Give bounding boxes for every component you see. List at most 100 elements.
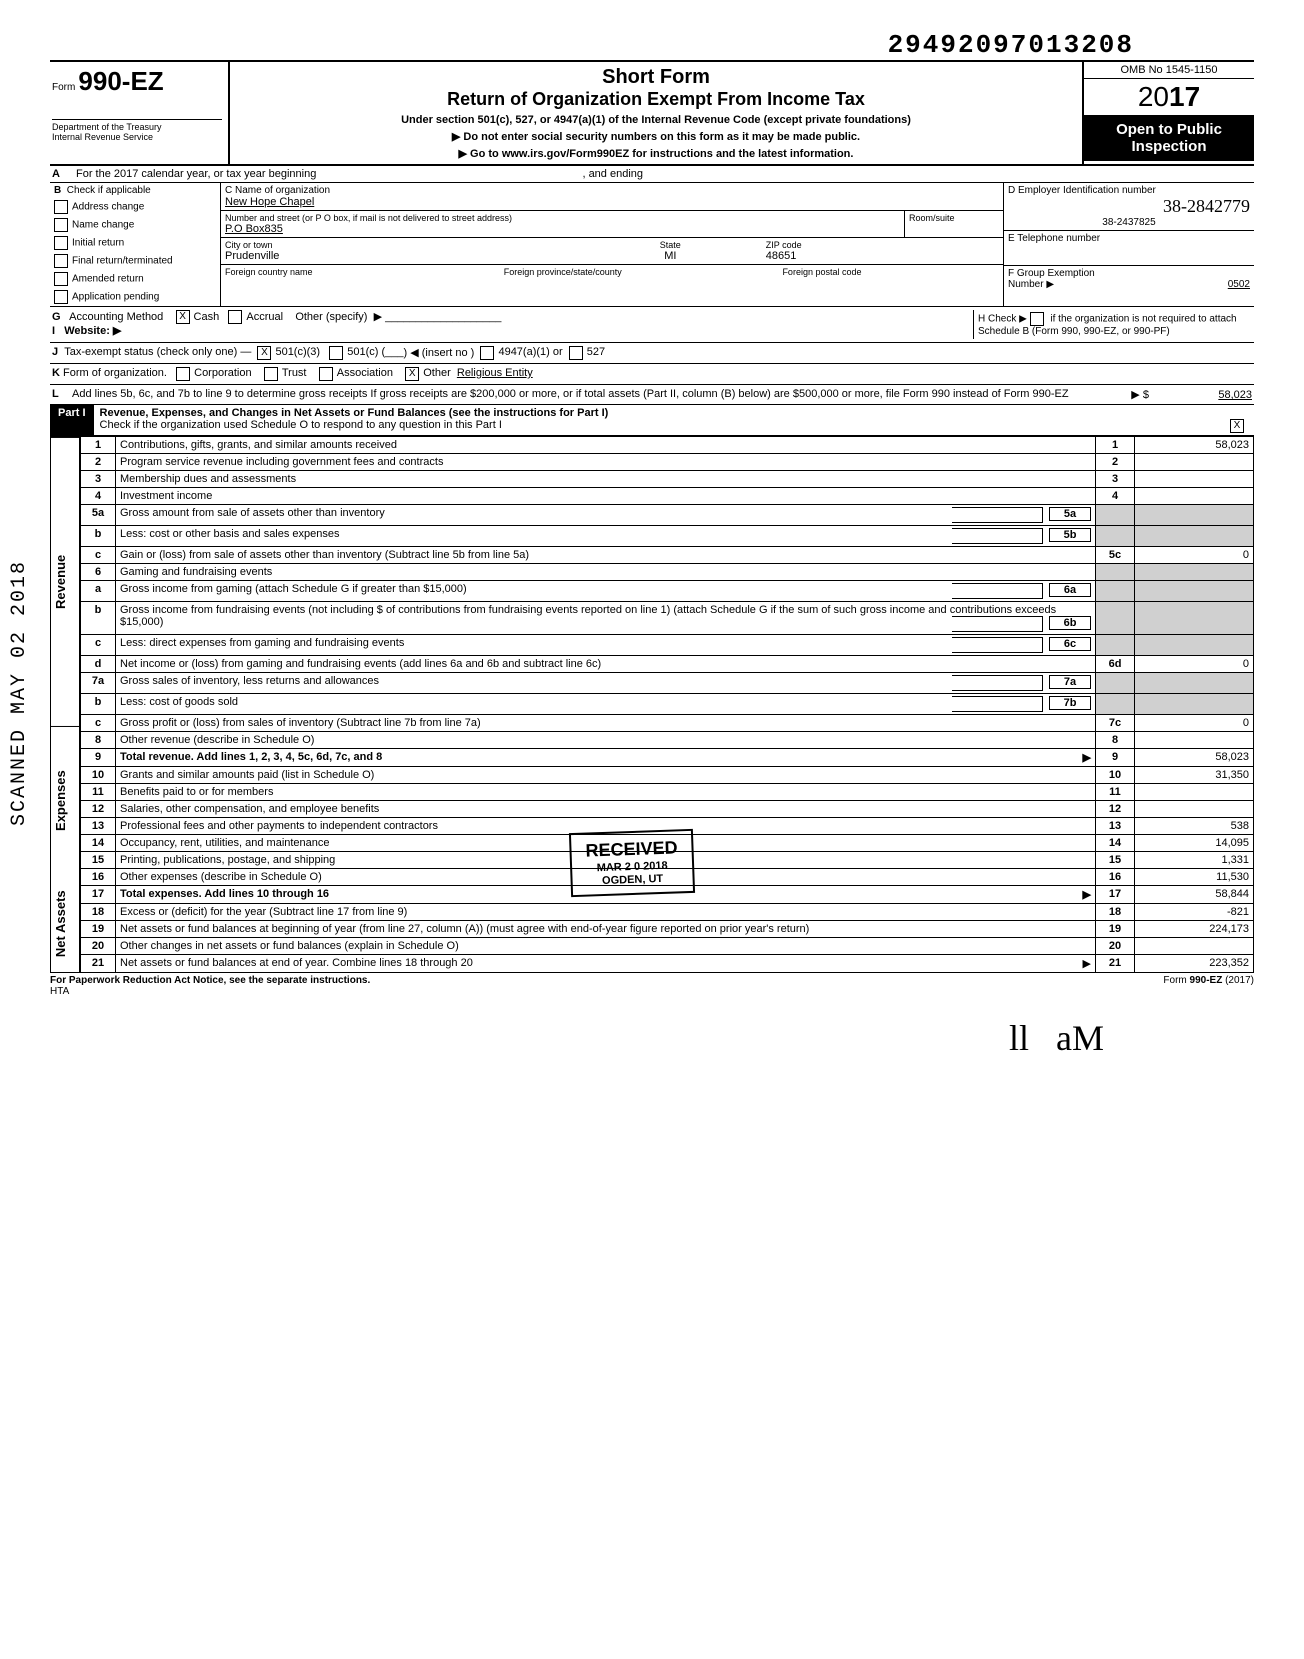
- line-ref: 2: [1096, 454, 1135, 471]
- line-row: 20Other changes in net assets or fund ba…: [81, 938, 1254, 955]
- part1-check-text: Check if the organization used Schedule …: [100, 419, 502, 431]
- chk-schedule-b[interactable]: [1030, 312, 1044, 326]
- line-row: cGain or (loss) from sale of assets othe…: [81, 547, 1254, 564]
- chk-amended-return[interactable]: [54, 272, 68, 286]
- line-number: a: [81, 581, 116, 602]
- line-ref: 13: [1096, 818, 1135, 835]
- city: Prudenville: [225, 250, 575, 262]
- line-row: 18Excess or (deficit) for the year (Subt…: [81, 904, 1254, 921]
- line-row: 5aGross amount from sale of assets other…: [81, 505, 1254, 526]
- row-a: A For the 2017 calendar year, or tax yea…: [50, 166, 1254, 183]
- ein-printed: 38-2437825: [1008, 217, 1250, 228]
- line-text: Less: direct expenses from gaming and fu…: [116, 635, 1096, 656]
- opt-amended-return: Amended return: [72, 274, 144, 285]
- chk-501c3[interactable]: X: [257, 346, 271, 360]
- line-number: 7a: [81, 673, 116, 694]
- title-return: Return of Organization Exempt From Incom…: [238, 89, 1074, 110]
- line-text: Gross income from gaming (attach Schedul…: [116, 581, 1096, 602]
- chk-4947[interactable]: [480, 346, 494, 360]
- line-text: Salaries, other compensation, and employ…: [116, 801, 1096, 818]
- chk-name-change[interactable]: [54, 218, 68, 232]
- opt-trust: Trust: [282, 367, 307, 381]
- group-exemption-number: 0502: [1228, 279, 1250, 290]
- dept-irs: Internal Revenue Service: [52, 132, 222, 142]
- chk-accrual[interactable]: [228, 310, 242, 324]
- f-label2: Number ▶: [1008, 279, 1054, 290]
- opt-501c: 501(c) (: [347, 346, 385, 360]
- line-amount: [1135, 471, 1254, 488]
- mid-line-ref: 6c: [1049, 637, 1091, 651]
- line-text: Gross amount from sale of assets other t…: [116, 505, 1096, 526]
- mid-line-value: [952, 675, 1043, 691]
- chk-527[interactable]: [569, 346, 583, 360]
- chk-final-return[interactable]: [54, 254, 68, 268]
- line-amount: [1135, 938, 1254, 955]
- mid-line-value: [952, 583, 1043, 599]
- title-short-form: Short Form: [238, 66, 1074, 89]
- line-amount: [1135, 602, 1254, 635]
- opt-application-pending: Application pending: [72, 292, 159, 303]
- line-number: 3: [81, 471, 116, 488]
- footer-hta: HTA: [50, 986, 69, 997]
- line-row: cGross profit or (loss) from sales of in…: [81, 715, 1254, 732]
- line-ref: [1096, 694, 1135, 715]
- line-text: Excess or (deficit) for the year (Subtra…: [116, 904, 1096, 921]
- line-ref: [1096, 635, 1135, 656]
- opt-name-change: Name change: [72, 220, 134, 231]
- e-label: E Telephone number: [1008, 233, 1250, 244]
- line-amount: [1135, 784, 1254, 801]
- line-row: 6Gaming and fundraising events: [81, 564, 1254, 581]
- line-row: dNet income or (loss) from gaming and fu…: [81, 656, 1254, 673]
- label-l: L: [52, 388, 59, 400]
- opt-501c-b: ) ◀ (insert no ): [404, 346, 475, 360]
- label-j: J: [52, 346, 58, 360]
- chk-501c[interactable]: [329, 346, 343, 360]
- line-number: c: [81, 635, 116, 656]
- f-label: F Group Exemption: [1008, 268, 1250, 279]
- chk-trust[interactable]: [264, 367, 278, 381]
- line-number: 13: [81, 818, 116, 835]
- chk-schedule-o[interactable]: X: [1230, 419, 1244, 433]
- footer-form: Form 990-EZ (2017): [1163, 975, 1254, 997]
- line-text: Total revenue. Add lines 1, 2, 3, 4, 5c,…: [116, 749, 1096, 767]
- gross-receipts: 58,023: [1152, 389, 1252, 401]
- mid-line-value: [952, 528, 1043, 544]
- opt-address-change: Address change: [72, 202, 144, 213]
- line-ref: 5c: [1096, 547, 1135, 564]
- line-arrow-icon: ▶: [1083, 888, 1091, 901]
- zip-label: ZIP code: [766, 240, 999, 250]
- state-label: State: [583, 240, 758, 250]
- mid-line-ref: 5b: [1049, 528, 1091, 542]
- line-text: Membership dues and assessments: [116, 471, 1096, 488]
- line-number: b: [81, 602, 116, 635]
- street: P.O Box835: [225, 223, 900, 235]
- row-j: J Tax-exempt status (check only one) — X…: [50, 343, 1254, 364]
- dept-treasury: Department of the Treasury: [52, 122, 222, 132]
- chk-association[interactable]: [319, 367, 333, 381]
- chk-other-org[interactable]: X: [405, 367, 419, 381]
- chk-cash[interactable]: X: [176, 310, 190, 324]
- check-if-applicable: Check if applicable: [67, 185, 151, 196]
- line-ref: [1096, 673, 1135, 694]
- chk-address-change[interactable]: [54, 200, 68, 214]
- line-text: Less: cost of goods sold7b: [116, 694, 1096, 715]
- mid-line-ref: 6a: [1049, 583, 1091, 597]
- scanned-stamp: SCANNED MAY 02 2018: [8, 560, 31, 826]
- chk-initial-return[interactable]: [54, 236, 68, 250]
- line-amount: 224,173: [1135, 921, 1254, 938]
- chk-corporation[interactable]: [176, 367, 190, 381]
- line-amount: [1135, 505, 1254, 526]
- line-row: 10Grants and similar amounts paid (list …: [81, 767, 1254, 784]
- chk-application-pending[interactable]: [54, 290, 68, 304]
- line-ref: 7c: [1096, 715, 1135, 732]
- form-header: Form 990-EZ Department of the Treasury I…: [50, 60, 1254, 166]
- line-number: 6: [81, 564, 116, 581]
- tax-exempt-label: Tax-exempt status (check only one) —: [64, 346, 251, 360]
- line-row: 12Salaries, other compensation, and empl…: [81, 801, 1254, 818]
- line-number: d: [81, 656, 116, 673]
- line-number: 8: [81, 732, 116, 749]
- opt-other-specify: Other (specify): [295, 311, 367, 323]
- foreign-postal-label: Foreign postal code: [778, 265, 1003, 279]
- open-public-1: Open to Public: [1088, 121, 1250, 138]
- line-ref: [1096, 505, 1135, 526]
